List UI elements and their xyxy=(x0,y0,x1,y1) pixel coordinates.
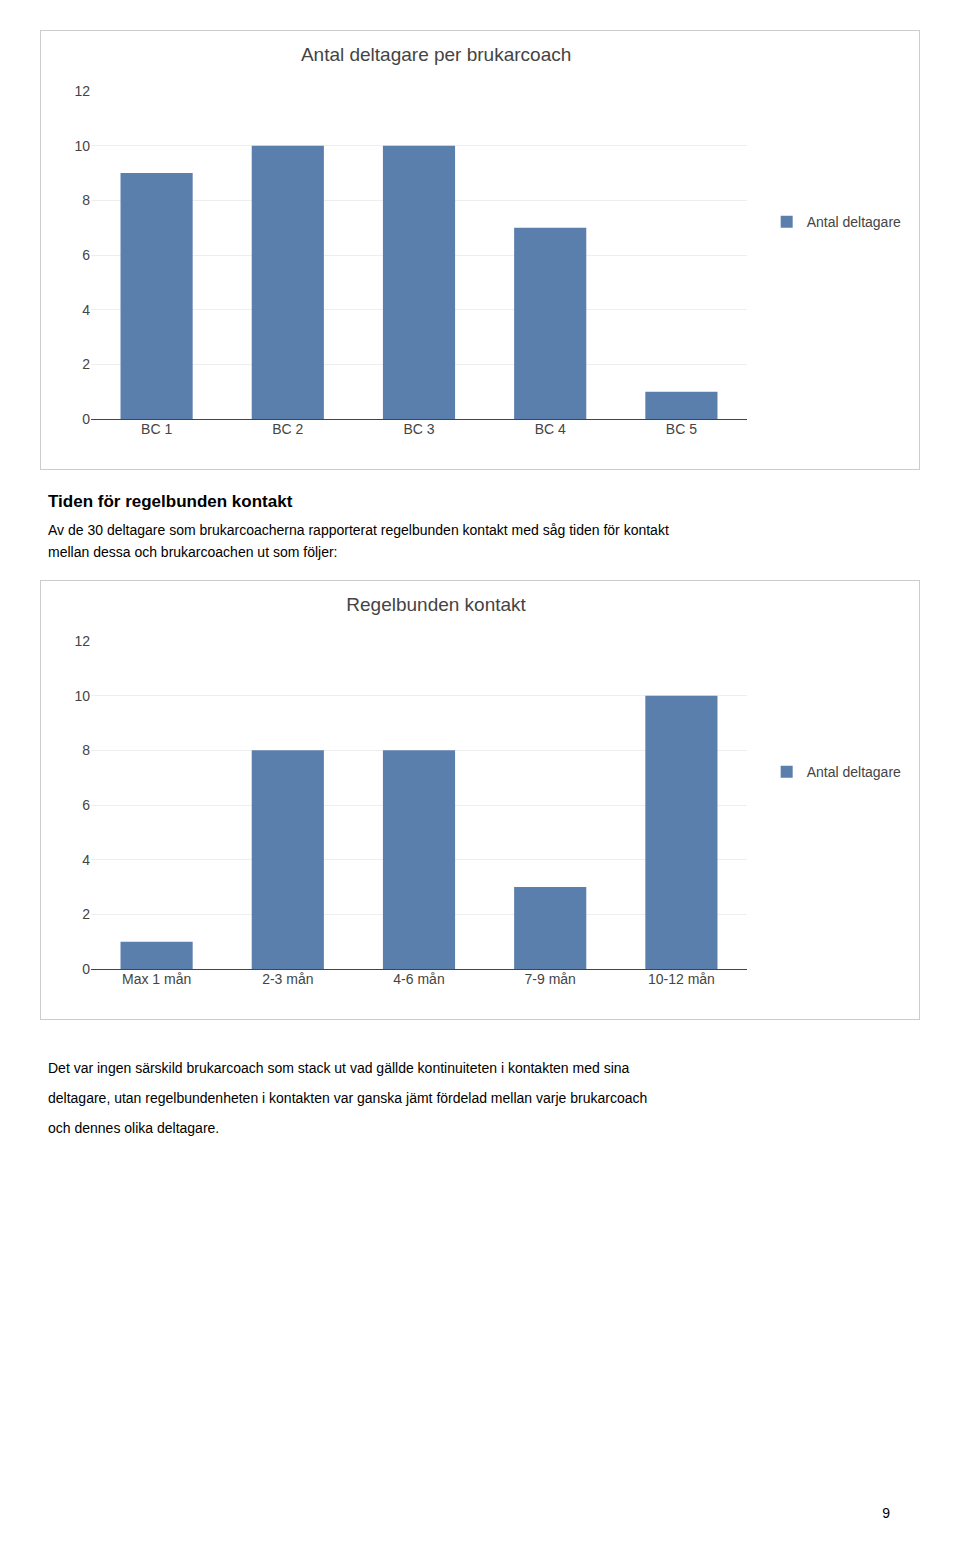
html-text:deltagare, utan regelbundenhet: deltagare, utan regelbundenheten i konta… xyxy=(48,1090,648,1106)
svg-text:10-12 mån: 10-12 mån xyxy=(648,971,715,987)
svg-text:12: 12 xyxy=(74,633,90,649)
html-text:och dennes olika deltagare.: och dennes olika deltagare. xyxy=(48,1120,220,1136)
html-text:Tiden för regelbunden kontakt: Tiden för regelbunden kontakt xyxy=(48,492,293,511)
svg-text:BC 5: BC 5 xyxy=(666,421,697,437)
svg-text:Antal deltagare: Antal deltagare xyxy=(807,764,901,780)
svg-text:2: 2 xyxy=(82,356,90,372)
svg-text:2: 2 xyxy=(82,906,90,922)
svg-text:Max 1 mån: Max 1 mån xyxy=(122,971,191,987)
svg-text:0: 0 xyxy=(82,411,90,427)
svg-text:12: 12 xyxy=(74,83,90,99)
svg-text:2-3 mån: 2-3 mån xyxy=(262,971,313,987)
svg-text:Regelbunden kontakt: Regelbunden kontakt xyxy=(346,594,526,615)
svg-text:BC 4: BC 4 xyxy=(535,421,566,437)
svg-text:BC 3: BC 3 xyxy=(403,421,434,437)
svg-text:6: 6 xyxy=(82,247,90,263)
svg-text:7-9 mån: 7-9 mån xyxy=(525,971,576,987)
svg-text:4: 4 xyxy=(82,302,90,318)
svg-text:4: 4 xyxy=(82,852,90,868)
svg-text:8: 8 xyxy=(82,742,90,758)
svg-text:10: 10 xyxy=(74,138,90,154)
html-text:mellan dessa och brukarcoachen: mellan dessa och brukarcoachen ut som fö… xyxy=(48,544,338,560)
svg-text:Antal deltagare: Antal deltagare xyxy=(807,214,901,230)
svg-text:10: 10 xyxy=(74,688,90,704)
svg-text:BC 1: BC 1 xyxy=(141,421,172,437)
svg-text:6: 6 xyxy=(82,797,90,813)
html-text:Av de 30 deltagare som brukarc: Av de 30 deltagare som brukarcoacherna r… xyxy=(48,522,669,538)
html-text:Det var ingen särskild brukarc: Det var ingen särskild brukarcoach som s… xyxy=(48,1060,630,1076)
svg-text:Antal deltagare per brukarcoac: Antal deltagare per brukarcoach xyxy=(301,44,571,65)
html-text:9: 9 xyxy=(882,1505,890,1521)
svg-text:8: 8 xyxy=(82,192,90,208)
svg-text:BC 2: BC 2 xyxy=(272,421,303,437)
svg-text:4-6 mån: 4-6 mån xyxy=(393,971,444,987)
svg-text:0: 0 xyxy=(82,961,90,977)
